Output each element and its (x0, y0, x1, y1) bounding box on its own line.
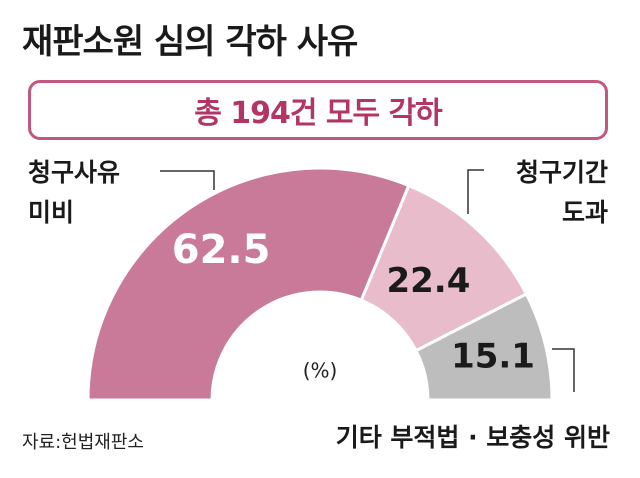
summary-banner: 총 194건 모두 각하 (28, 80, 608, 140)
value-label-0: 62.5 (172, 227, 271, 273)
value-label-1: 22.4 (386, 261, 470, 301)
summary-banner-text: 총 194건 모두 각하 (194, 96, 443, 131)
category-label-0-line-0: 청구사유 (28, 158, 120, 187)
chart-title: 재판소원 심의 각하 사유 (22, 22, 358, 62)
slice-0 (86, 166, 411, 402)
slices-group (86, 166, 554, 402)
slice-2 (414, 292, 554, 402)
category-label-1-line-0: 청구기간 (516, 158, 608, 187)
unit-label: (%) (303, 359, 338, 383)
source-note: 자료:헌법재판소 (22, 432, 144, 453)
category-label-0-line-1: 미비 (28, 198, 74, 227)
category-label-2-line-0: 기타 부적법 · 보충성 위반 (336, 423, 610, 452)
leader-lines-group (160, 169, 575, 392)
value-label-2: 15.1 (451, 337, 535, 377)
leader-line-1 (467, 169, 484, 214)
category-label-1-line-1: 도과 (562, 198, 608, 227)
leader-line-0 (160, 170, 215, 190)
leader-line-2 (552, 348, 575, 392)
